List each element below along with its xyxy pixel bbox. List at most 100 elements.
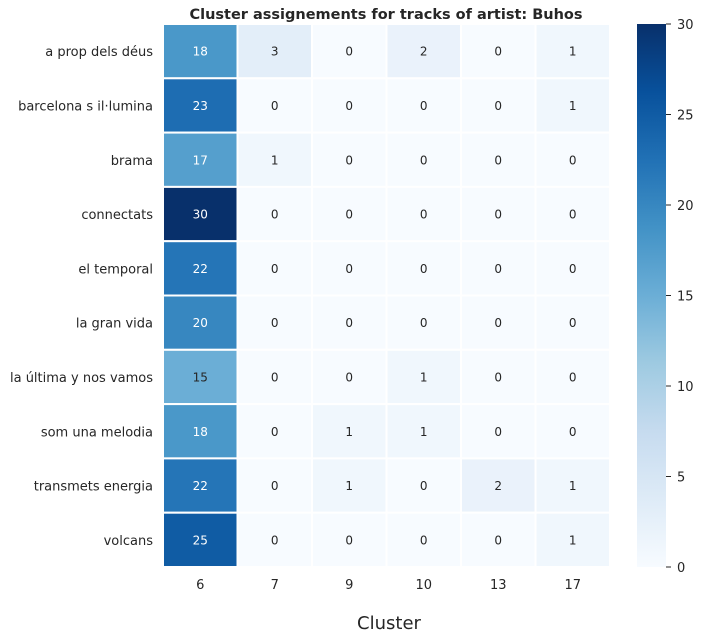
cell-value-label: 0 xyxy=(569,425,577,439)
cell-value-label: 0 xyxy=(420,153,428,167)
colorbar-tick-label: 0 xyxy=(677,561,685,576)
heatmap-cell-labels: 18 3 0 2 0 123 0 0 0 0 117 1 0 0 0 030 0 0 0 0 022 0 0 0 0 020 0 0 0… xyxy=(193,45,577,548)
heatmap-cell xyxy=(534,185,611,243)
cell-value-label: 0 xyxy=(345,316,353,330)
colorbar-tick-label: 5 xyxy=(677,471,685,486)
heatmap-cell xyxy=(534,131,611,188)
heatmap-cell xyxy=(460,131,537,188)
heatmap-cell xyxy=(534,77,611,134)
cell-value-label: 20 xyxy=(193,316,208,330)
heatmap-cell xyxy=(534,294,611,351)
cell-value-label: 0 xyxy=(271,262,279,276)
cell-value-label: 0 xyxy=(494,425,502,439)
heatmap-cell xyxy=(385,131,462,188)
x-tick-label: 7 xyxy=(271,578,279,593)
heatmap-cell xyxy=(236,457,313,514)
cell-value-label: 0 xyxy=(494,316,502,330)
cell-value-label: 1 xyxy=(569,479,577,493)
x-tick-label: 6 xyxy=(196,578,204,593)
cell-value-label: 18 xyxy=(193,45,208,59)
colorbar-tick-label: 20 xyxy=(677,199,694,214)
heatmap-cell xyxy=(460,403,537,460)
heatmap-cell xyxy=(311,240,388,297)
heatmap-cell xyxy=(162,294,239,351)
heatmap-cell xyxy=(311,403,388,460)
x-axis-label: Cluster xyxy=(357,613,421,634)
heatmap-cell xyxy=(236,185,313,243)
y-tick-label: la gran vida xyxy=(76,317,153,332)
heatmap-cells xyxy=(162,23,611,569)
cell-value-label: 2 xyxy=(494,479,502,493)
y-tick-label: transmets energia xyxy=(34,480,153,495)
colorbar-tick-label: 30 xyxy=(677,18,694,33)
cell-value-label: 22 xyxy=(193,479,208,493)
cell-value-label: 0 xyxy=(494,45,502,59)
cell-value-label: 0 xyxy=(345,533,353,547)
heatmap-cell xyxy=(385,77,462,134)
cell-value-label: 1 xyxy=(569,99,577,113)
y-tick-label: a prop dels déus xyxy=(45,45,153,60)
heatmap-cell xyxy=(162,457,239,514)
cell-value-label: 1 xyxy=(271,153,279,167)
cell-value-label: 0 xyxy=(345,99,353,113)
heatmap-cell xyxy=(236,23,313,80)
cell-value-label: 0 xyxy=(420,262,428,276)
cell-value-label: 0 xyxy=(420,208,428,222)
cell-value-label: 15 xyxy=(193,370,208,384)
cell-value-label: 1 xyxy=(420,425,428,439)
heatmap-cell xyxy=(460,240,537,297)
cell-value-label: 0 xyxy=(420,479,428,493)
y-tick-label: brama xyxy=(111,154,153,169)
heatmap-cell xyxy=(460,457,537,514)
heatmap-cell xyxy=(311,185,388,243)
heatmap-cell xyxy=(534,403,611,460)
heatmap-cell xyxy=(236,77,313,134)
cell-value-label: 0 xyxy=(569,316,577,330)
cell-value-label: 0 xyxy=(494,533,502,547)
cell-value-label: 0 xyxy=(271,533,279,547)
cell-value-label: 1 xyxy=(569,533,577,547)
cell-value-label: 0 xyxy=(345,262,353,276)
cell-value-label: 23 xyxy=(193,99,208,113)
cell-value-label: 0 xyxy=(271,316,279,330)
cell-value-label: 0 xyxy=(494,99,502,113)
cell-value-label: 0 xyxy=(569,153,577,167)
cell-value-label: 17 xyxy=(193,153,208,167)
cell-value-label: 25 xyxy=(193,533,208,547)
cell-value-label: 0 xyxy=(345,370,353,384)
cell-value-label: 0 xyxy=(271,425,279,439)
heatmap-cell xyxy=(236,511,313,569)
heatmap-cell xyxy=(534,511,611,569)
heatmap-cell xyxy=(460,185,537,243)
cell-value-label: 0 xyxy=(569,262,577,276)
cell-value-label: 0 xyxy=(271,99,279,113)
cell-value-label: 0 xyxy=(271,208,279,222)
colorbar: 0 5 10 15 20 25 30 xyxy=(637,18,694,576)
x-tick-label: 17 xyxy=(564,578,581,593)
cell-value-label: 3 xyxy=(271,45,279,59)
heatmap-cell xyxy=(311,457,388,514)
chart-title: Cluster assignements for tracks of artis… xyxy=(189,7,582,23)
y-tick-label: som una melodia xyxy=(41,425,153,440)
x-tick-label: 13 xyxy=(490,578,507,593)
colorbar-tick-label: 25 xyxy=(677,109,694,124)
heatmap-cell xyxy=(460,511,537,569)
cell-value-label: 0 xyxy=(271,370,279,384)
heatmap-cell xyxy=(534,240,611,297)
x-tick-labels: 6 7 9 10 13 17 xyxy=(196,578,581,593)
heatmap-cell xyxy=(236,131,313,188)
heatmap-cell xyxy=(534,23,611,80)
cell-value-label: 0 xyxy=(494,208,502,222)
heatmap-cell xyxy=(162,348,239,406)
cell-value-label: 0 xyxy=(494,262,502,276)
heatmap-cell xyxy=(311,511,388,569)
cell-value-label: 1 xyxy=(345,479,353,493)
x-tick-label: 9 xyxy=(345,578,353,593)
y-tick-labels: a prop dels déus barcelona s il·lumina bra… xyxy=(10,45,153,549)
heatmap-cell xyxy=(162,185,239,243)
cell-value-label: 0 xyxy=(420,99,428,113)
cell-value-label: 0 xyxy=(569,370,577,384)
colorbar-tick-label: 10 xyxy=(677,380,694,395)
